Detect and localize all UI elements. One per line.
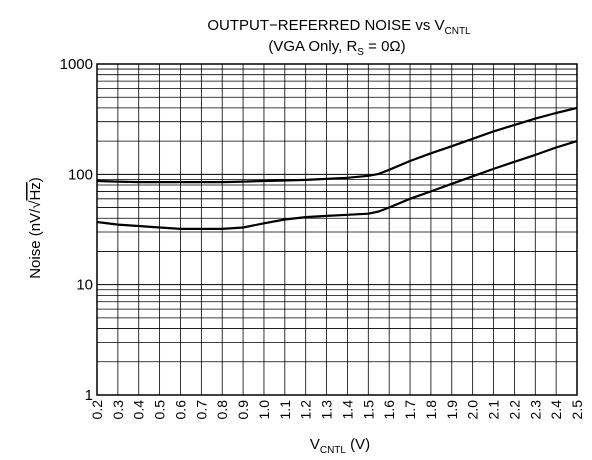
y-tick-label: 100 xyxy=(68,166,93,183)
x-tick-label: 1.1 xyxy=(277,400,293,420)
x-tick-label: 0.6 xyxy=(172,400,188,420)
y-axis-label-text: Noise (nV/√Hz) xyxy=(27,177,44,279)
x-tick-label: 1.8 xyxy=(423,400,439,420)
y-tick-label: 1000 xyxy=(60,56,93,73)
x-tick-label: 0.7 xyxy=(193,400,209,420)
x-tick-label: 1.5 xyxy=(360,400,376,420)
x-tick-label: 2.2 xyxy=(506,400,522,420)
y-axis-label: Noise (nV/√Hz) xyxy=(27,177,44,279)
x-tick-label: 0.3 xyxy=(110,400,126,420)
x-tick-label: 0.4 xyxy=(131,400,147,420)
x-axis-label-main: V xyxy=(310,436,320,453)
grid-lines xyxy=(96,64,578,396)
x-tick-label: 2.3 xyxy=(527,400,543,420)
x-tick-label: 2.0 xyxy=(465,400,481,420)
x-tick-label: 1.6 xyxy=(381,400,397,420)
title-main: OUTPUT−REFERRED NOISE vs V xyxy=(207,17,444,34)
x-tick-label: 1.3 xyxy=(319,400,335,420)
x-axis-label: VCNTL (V) xyxy=(310,436,370,456)
y-tick-labels: 1 10 100 1000 xyxy=(60,56,93,404)
sqrt-symbol: √ xyxy=(27,200,44,209)
y-axis-label-suffix: ) xyxy=(27,177,44,182)
x-tick-label: 1.0 xyxy=(256,400,272,420)
series-lines xyxy=(96,106,578,230)
x-tick-label: 0.9 xyxy=(235,400,251,420)
x-axis-label-unit: (V) xyxy=(346,436,370,453)
subtitle-subscript: S xyxy=(357,47,364,58)
x-tick-label: 1.7 xyxy=(402,400,418,420)
plot-frame xyxy=(96,63,578,396)
x-tick-label: 2.4 xyxy=(548,400,564,420)
x-tick-labels: 0.2 0.3 0.4 0.5 0.6 0.7 0.8 0.9 1.0 1.1 1.2 1.3 1.4 1… xyxy=(89,400,585,420)
x-tick-label: 0.8 xyxy=(214,400,230,420)
x-tick-label: 2.5 xyxy=(569,400,585,420)
y-axis-label-prefix: Noise (nV/ xyxy=(27,208,44,279)
y-axis-label-radicand: Hz xyxy=(27,182,44,200)
subtitle-start: (VGA Only, R xyxy=(268,38,357,55)
chart-title-line1: OUTPUT−REFERRED NOISE vs VCNTL xyxy=(207,17,471,37)
x-tick-label: 1.4 xyxy=(339,400,355,420)
series-line-1 xyxy=(96,106,578,184)
x-tick-label: 2.1 xyxy=(486,400,502,420)
y-tick-label: 1 xyxy=(85,387,93,404)
x-tick-label: 0.2 xyxy=(89,400,105,420)
x-tick-label: 0.5 xyxy=(152,400,168,420)
x-tick-label: 1.9 xyxy=(444,400,460,420)
x-tick-label: 1.2 xyxy=(298,400,314,420)
subtitle-end: = 0Ω) xyxy=(364,38,406,55)
y-tick-label: 10 xyxy=(76,277,93,294)
series-line-2 xyxy=(96,140,578,230)
title-subscript: CNTL xyxy=(445,26,472,37)
chart-title-line2: (VGA Only, RS = 0Ω) xyxy=(268,38,405,58)
x-axis-label-subscript: CNTL xyxy=(320,445,347,456)
